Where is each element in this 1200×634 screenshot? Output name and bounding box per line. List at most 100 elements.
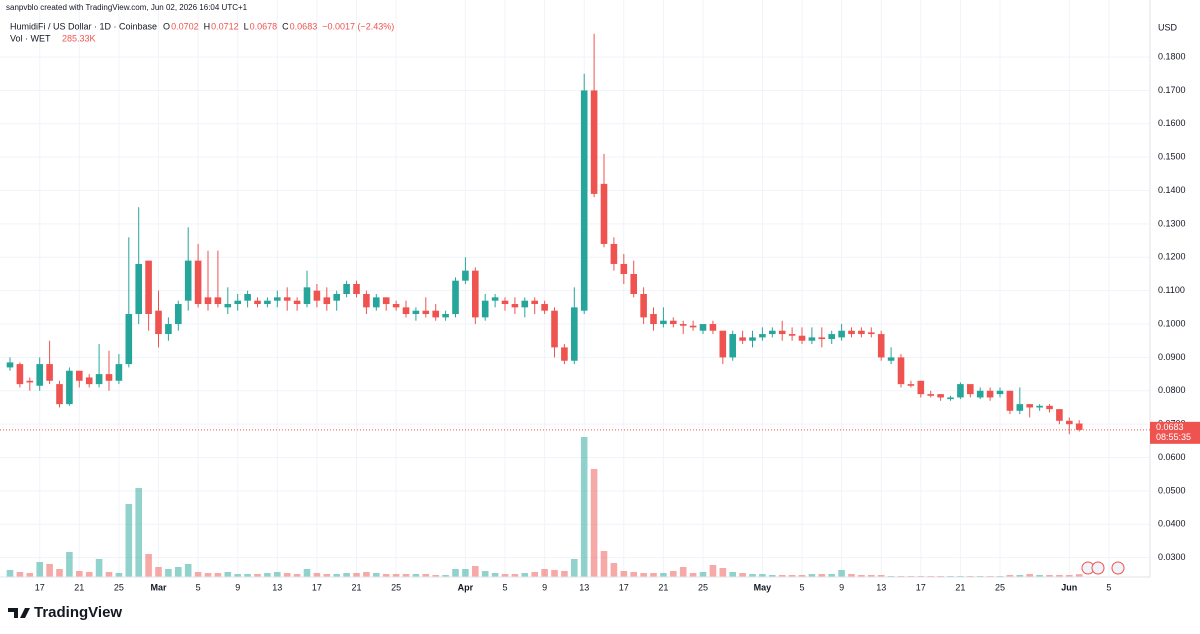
volume-bar: [877, 575, 885, 577]
volume-bar: [333, 574, 341, 577]
volume-bar: [1075, 574, 1083, 577]
candle-body: [313, 290, 321, 301]
volume-bar: [343, 573, 350, 577]
ohlc-value: 0.0678: [250, 21, 278, 31]
volume-bar: [135, 488, 143, 577]
ohlc-value: 0.0683: [290, 21, 318, 31]
candle-body: [887, 357, 895, 361]
volume-bar: [283, 573, 291, 577]
volume-bar: [739, 573, 746, 577]
candle-body: [363, 294, 370, 308]
candle-body: [689, 325, 697, 328]
volume-bar: [452, 569, 459, 577]
candle-body: [224, 304, 232, 308]
x-tick-label: 13: [579, 582, 589, 592]
x-tick-label: May: [754, 582, 772, 592]
candle-body: [769, 330, 776, 335]
candle-body: [1056, 409, 1063, 421]
attribution: sanpvblo created with TradingView.com, J…: [6, 3, 248, 12]
candle-body: [155, 310, 162, 335]
candle-body: [66, 370, 73, 405]
candle-body: [818, 337, 826, 340]
candle-body: [927, 394, 935, 396]
volume-bar: [868, 575, 875, 577]
volume-bar: [214, 573, 222, 577]
volume-bar: [313, 573, 321, 577]
candle-body: [373, 297, 380, 308]
volume-bar: [155, 567, 162, 577]
brand-logo: TradingView: [8, 604, 122, 621]
candle-body: [76, 370, 83, 381]
volume-bar: [323, 574, 331, 577]
candle-body: [145, 260, 152, 315]
candle-body: [382, 297, 390, 305]
ohlc-label: H: [204, 21, 211, 31]
volume-bar: [858, 575, 865, 577]
countdown: 08:55:35: [1156, 432, 1191, 442]
last-price-box: [1150, 421, 1200, 444]
candle-body: [808, 337, 816, 341]
volume-bar: [95, 559, 103, 577]
volume-bar: [541, 569, 548, 577]
candle-body: [788, 334, 796, 336]
candle-body: [531, 300, 539, 305]
volume-bar: [66, 552, 73, 577]
volume-bar: [630, 572, 638, 577]
candle-body: [501, 300, 509, 305]
candle-body: [739, 337, 746, 341]
x-tick-label: Mar: [150, 582, 167, 592]
candle-body: [759, 334, 766, 338]
volume-bar: [85, 572, 93, 577]
candle-body: [105, 374, 113, 381]
volume-bar: [392, 574, 400, 577]
candle-body: [85, 377, 93, 385]
volume-bar: [6, 570, 14, 577]
candle-body: [264, 300, 271, 305]
volume-bar: [679, 567, 687, 577]
volume-bar: [303, 569, 311, 577]
volume-bar: [115, 573, 123, 577]
symbol-title: HumidiFi / US Dollar · 1D · Coinbase: [10, 21, 157, 31]
volume-bar: [56, 569, 63, 577]
candle-body: [976, 390, 984, 398]
ohlc-label: C: [282, 21, 289, 31]
volume-bar: [709, 565, 717, 577]
candle-body: [1046, 405, 1053, 410]
volume-bar: [462, 569, 469, 577]
candle-body: [660, 320, 667, 325]
y-tick-label: 0.0500: [1158, 485, 1186, 495]
candle-body: [254, 300, 261, 305]
candle-body: [214, 297, 222, 305]
candle-body: [868, 332, 875, 335]
x-tick-label: 9: [235, 582, 240, 592]
volume-bar: [244, 574, 251, 577]
candle-body: [333, 294, 341, 301]
candle-body: [838, 330, 845, 338]
candle-body: [402, 307, 410, 315]
candle-body: [234, 300, 242, 305]
candle-body: [1016, 404, 1024, 411]
x-tick-label: 13: [272, 582, 282, 592]
volume-bar: [600, 551, 608, 577]
volume-bar: [1026, 574, 1034, 577]
volume-bar: [1036, 575, 1043, 577]
candle-body: [46, 364, 53, 381]
brand: TradingView: [34, 604, 122, 621]
volume-bar: [442, 575, 449, 577]
ohlc-value: 0.0712: [211, 21, 239, 31]
y-tick-label: 0.1400: [1158, 185, 1186, 195]
candle-body: [432, 310, 440, 318]
candle-body: [184, 260, 192, 301]
volume-bar: [194, 572, 202, 577]
candle-body: [699, 324, 707, 331]
candle-body: [1066, 420, 1073, 425]
volume-bar: [610, 563, 618, 577]
volume-bar: [363, 572, 370, 577]
candle-body: [828, 334, 836, 340]
x-tick-label: 25: [114, 582, 124, 592]
x-tick-label: 25: [391, 582, 401, 592]
volume-bar: [719, 568, 727, 577]
volume-bar: [145, 554, 152, 577]
x-tick-label: 17: [916, 582, 926, 592]
y-tick-label: 0.1300: [1158, 218, 1186, 228]
